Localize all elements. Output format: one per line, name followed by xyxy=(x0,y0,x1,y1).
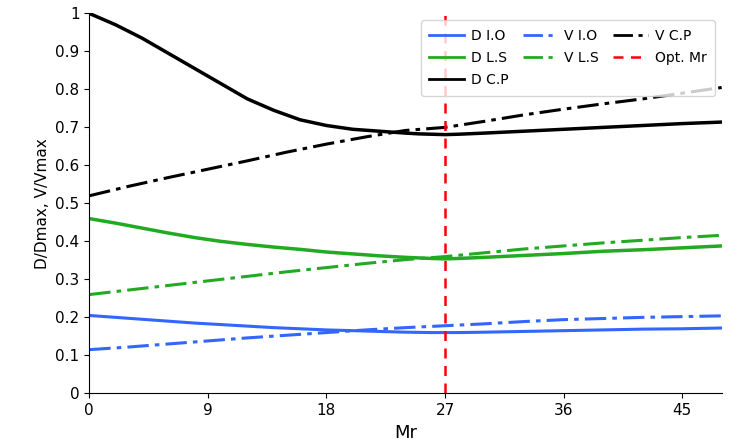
X-axis label: Mr: Mr xyxy=(394,424,417,442)
Legend: D I.O, D L.S, D C.P, V I.O, V L.S, V C.P, Opt. Mr: D I.O, D L.S, D C.P, V I.O, V L.S, V C.P… xyxy=(421,21,715,96)
Y-axis label: D/Dmax, V/Vmax: D/Dmax, V/Vmax xyxy=(35,138,50,269)
